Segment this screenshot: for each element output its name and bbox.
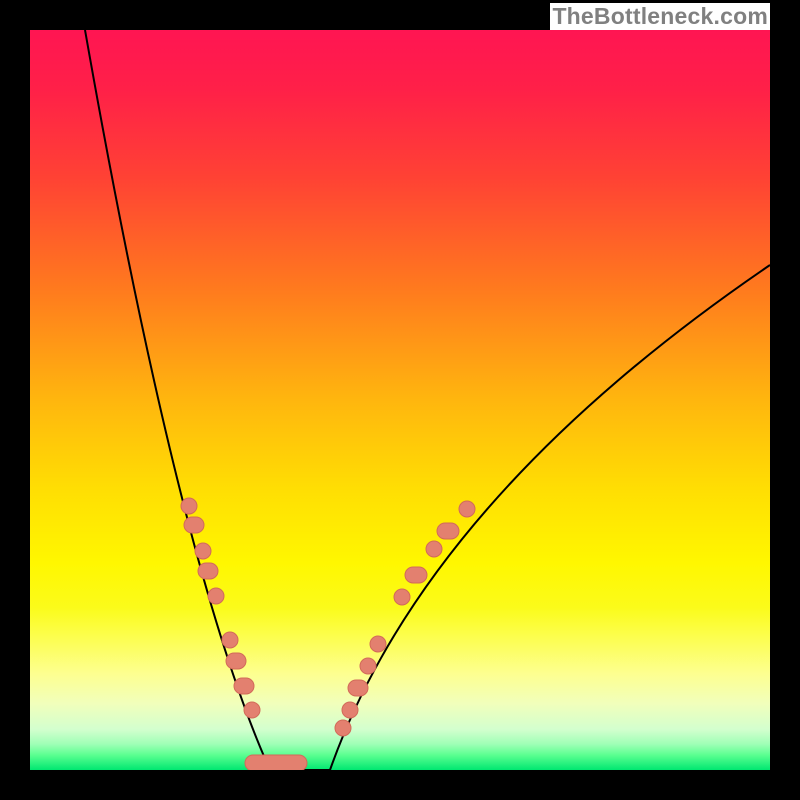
data-marker: [342, 702, 358, 718]
data-marker: [370, 636, 386, 652]
border-left: [0, 0, 30, 800]
data-marker: [459, 501, 475, 517]
watermark-text: TheBottleneck.com: [550, 3, 770, 30]
data-marker: [405, 567, 427, 583]
data-marker: [244, 702, 260, 718]
data-marker: [437, 523, 459, 539]
data-marker: [208, 588, 224, 604]
border-right: [770, 0, 800, 800]
data-marker: [394, 589, 410, 605]
data-marker: [222, 632, 238, 648]
data-marker: [245, 755, 307, 770]
plot-background: [30, 30, 770, 770]
data-marker: [426, 541, 442, 557]
data-marker: [360, 658, 376, 674]
plot-svg: [30, 30, 770, 770]
data-marker: [195, 543, 211, 559]
plot-area: [30, 30, 770, 770]
data-marker: [198, 563, 218, 579]
data-marker: [184, 517, 204, 533]
data-marker: [181, 498, 197, 514]
data-marker: [348, 680, 368, 696]
chart-container: TheBottleneck.com: [0, 0, 800, 800]
data-marker: [226, 653, 246, 669]
border-bottom: [0, 770, 800, 800]
data-marker: [234, 678, 254, 694]
data-marker: [335, 720, 351, 736]
